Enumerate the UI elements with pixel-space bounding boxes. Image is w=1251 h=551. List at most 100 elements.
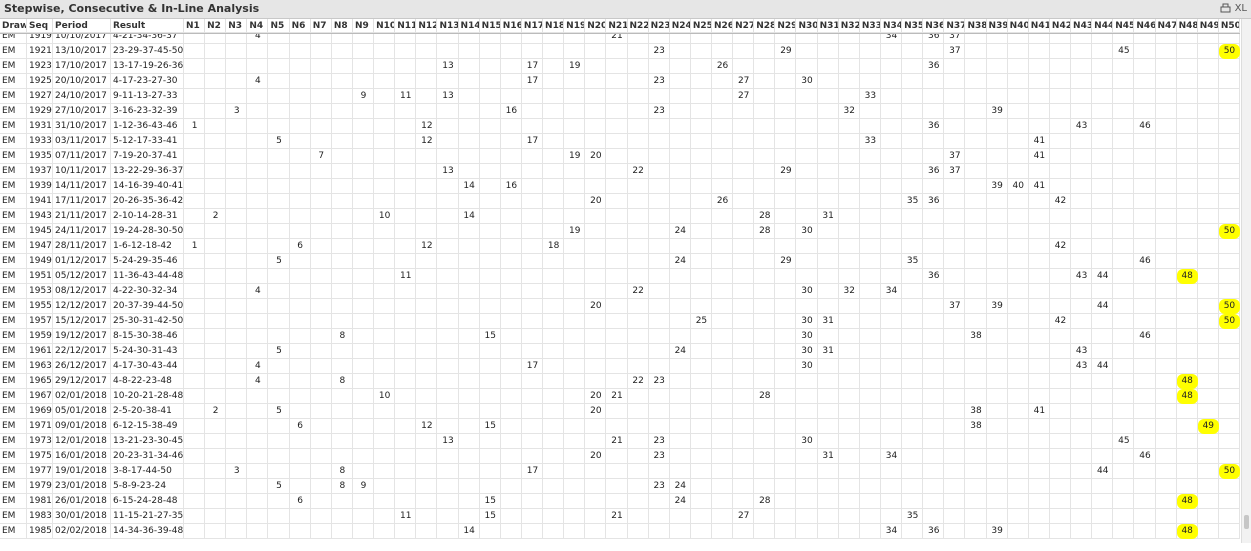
grid-cell <box>1007 89 1029 104</box>
number-cell: 14 <box>463 211 475 221</box>
grid-cell <box>965 509 987 524</box>
grid-cell <box>965 119 987 134</box>
grid-cell <box>479 344 501 359</box>
grid-cell <box>374 74 396 89</box>
scrollbar[interactable] <box>1241 19 1251 543</box>
grid-cell <box>437 329 459 344</box>
grid-cell <box>310 284 332 299</box>
grid-cell <box>1197 134 1219 149</box>
scroll-thumb[interactable] <box>1244 515 1249 529</box>
grid-cell <box>247 74 269 89</box>
grid-cell <box>184 404 206 419</box>
grid-cell <box>606 494 628 509</box>
grid-cell <box>712 494 734 509</box>
number-cell: 22 <box>632 166 644 176</box>
grid-cell <box>184 284 206 299</box>
grid-cell <box>564 33 586 44</box>
number-cell: 19 <box>568 226 581 236</box>
grid-cell <box>733 239 755 254</box>
grid-cell <box>986 479 1008 494</box>
grid-cell <box>289 284 311 299</box>
grid-cell <box>859 419 881 434</box>
grid-cell <box>205 404 227 419</box>
grid-cell <box>733 149 755 164</box>
grid-cell <box>627 149 649 164</box>
grid-cell <box>880 284 903 299</box>
grid-cell <box>965 404 987 419</box>
grid-cell <box>775 149 797 164</box>
grid-cell <box>690 89 712 104</box>
grid-cell <box>543 299 565 314</box>
grid-cell <box>437 239 459 254</box>
grid-cell <box>986 359 1008 374</box>
grid-cell <box>733 44 755 59</box>
grid-cell <box>1007 59 1029 74</box>
cell-period: 16/01/2018 <box>53 449 111 464</box>
grid-cell <box>564 254 586 269</box>
grid-cell <box>690 524 712 539</box>
grid-cell <box>965 374 987 389</box>
grid-cell <box>1218 209 1240 224</box>
grid-cell <box>564 359 586 374</box>
cell-draw: EM <box>0 149 27 164</box>
grid-cell <box>1218 344 1240 359</box>
number-cell: 14 <box>463 181 475 191</box>
grid-cell <box>247 269 269 284</box>
grid-cell <box>1028 209 1050 224</box>
grid-cell <box>880 44 903 59</box>
number-cell: 35 <box>906 511 919 521</box>
grid-cell <box>585 119 607 134</box>
grid-cell <box>458 479 480 494</box>
grid-cell <box>627 419 649 434</box>
grid-cell <box>1197 33 1219 44</box>
grid-cell <box>712 179 734 194</box>
grid-cell <box>880 374 903 389</box>
grid-cell <box>902 74 924 89</box>
export-button[interactable]: XL <box>1234 3 1247 14</box>
grid-cell <box>775 134 797 149</box>
grid-cell <box>310 314 332 329</box>
grid-cell <box>1028 119 1050 134</box>
grid-cell <box>331 44 353 59</box>
grid-cell <box>796 44 818 59</box>
grid-cell <box>1134 389 1156 404</box>
grid-cell <box>1007 434 1029 449</box>
grid-cell <box>352 494 375 509</box>
grid-cell <box>564 149 586 164</box>
grid-cell <box>902 44 924 59</box>
grid-cell <box>458 389 480 404</box>
grid-cell <box>775 164 797 179</box>
grid-cell <box>1028 449 1050 464</box>
grid-cell <box>1197 524 1219 539</box>
grid-cell <box>1176 449 1198 464</box>
grid-cell <box>1092 134 1114 149</box>
number-cell: 45 <box>1118 436 1130 446</box>
grid-cell <box>1176 314 1198 329</box>
grid-cell <box>944 134 966 149</box>
grid-cell <box>690 33 712 44</box>
grid-cell <box>923 494 945 509</box>
grid-cell <box>986 284 1008 299</box>
grid-cell <box>1197 179 1219 194</box>
number-cell: 22 <box>632 376 644 386</box>
print-icon[interactable] <box>1220 3 1231 14</box>
grid-cell <box>395 179 417 194</box>
number-cell: 4 <box>255 361 261 371</box>
cell-period: 05/12/2017 <box>53 269 111 284</box>
number-cell: 26 <box>716 196 729 206</box>
grid-cell <box>479 164 501 179</box>
grid-cell <box>838 119 860 134</box>
grid-cell <box>838 59 860 74</box>
grid-cell <box>310 209 332 224</box>
grid-cell <box>289 33 311 44</box>
number-cell: 2 <box>212 211 219 221</box>
grid-cell <box>331 74 353 89</box>
grid-cell <box>817 224 839 239</box>
grid-cell <box>817 194 839 209</box>
number-cell: 18 <box>547 241 560 251</box>
grid-cell <box>585 314 607 329</box>
cell-result: 6-12-15-38-49 <box>111 419 184 434</box>
grid-cell <box>712 359 734 374</box>
grid-cell <box>289 419 311 434</box>
grid-cell <box>775 239 797 254</box>
